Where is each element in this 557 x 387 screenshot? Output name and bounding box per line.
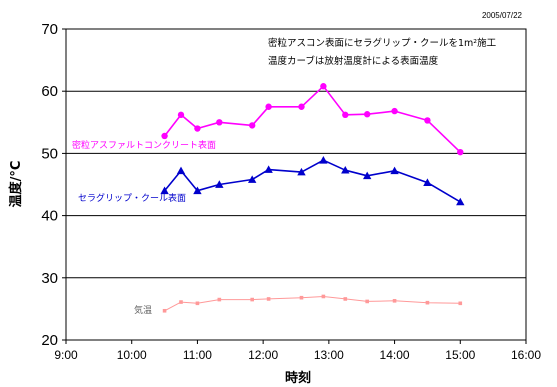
y-axis-title: 温度/°C — [8, 161, 24, 208]
x-tick-label: 11:00 — [183, 348, 212, 362]
series-1 — [160, 156, 465, 206]
data-point — [193, 186, 202, 195]
data-point — [195, 301, 200, 306]
data-point — [247, 175, 257, 183]
data-point — [250, 297, 254, 302]
data-point — [176, 166, 186, 175]
data-point — [194, 125, 201, 132]
gridlines — [66, 90, 526, 279]
y-tick-label: 70 — [41, 21, 58, 38]
data-point — [363, 111, 371, 118]
data-point — [390, 166, 399, 175]
data-point — [341, 165, 350, 174]
data-point — [343, 297, 348, 301]
data-point — [319, 156, 328, 164]
data-point — [264, 165, 273, 173]
chart-note-1: 密粒アスコン表面にセラグリップ・クールを1m²施工 — [268, 37, 497, 49]
data-point — [160, 186, 169, 195]
y-tick-label: 20 — [41, 332, 58, 349]
data-point — [362, 171, 372, 180]
data-point — [425, 300, 430, 305]
data-point — [248, 122, 256, 129]
data-point — [320, 83, 327, 90]
plot-area — [65, 28, 527, 341]
data-point — [424, 117, 431, 124]
data-point — [217, 297, 222, 302]
series-0 — [161, 83, 464, 156]
data-point — [342, 111, 349, 119]
data-point — [458, 301, 463, 306]
chart-date: 2005/07/22 — [482, 11, 523, 20]
data-point — [457, 148, 464, 156]
x-tick-label: 15:00 — [445, 348, 475, 362]
data-point — [392, 299, 397, 303]
x-tick-label: 14:00 — [380, 348, 410, 362]
data-point — [456, 197, 465, 206]
series-group — [160, 83, 465, 313]
y-tick-label: 50 — [41, 145, 58, 162]
x-tick-label: 12:00 — [248, 348, 278, 362]
series-2 — [162, 294, 463, 313]
data-point — [215, 180, 224, 188]
y-tick-label: 60 — [41, 83, 58, 100]
x-axis-ticks: 9:00 10:00 11:00 12:00 13:00 14:00 15:00 16:00 — [54, 340, 541, 362]
x-tick-label: 9:00 — [54, 348, 78, 362]
series-label-asphalt: 密粒アスファルトコンクリート表面 — [72, 139, 216, 151]
data-point — [321, 294, 326, 299]
x-tick-label: 16:00 — [511, 348, 541, 362]
data-point — [177, 111, 185, 119]
data-point — [298, 103, 305, 110]
y-axis-ticks: 20 30 40 50 60 70 — [41, 21, 66, 349]
x-tick-label: 13:00 — [314, 348, 344, 362]
x-tick-label: 10:00 — [117, 348, 147, 362]
series-label-ceragrip: セラグリップ・クール表面 — [78, 192, 186, 204]
data-point — [297, 167, 306, 176]
series-label-air-temp: 気温 — [134, 304, 152, 316]
data-point — [423, 178, 432, 186]
data-point — [299, 295, 304, 300]
y-tick-label: 40 — [41, 208, 58, 225]
data-point — [265, 103, 272, 110]
data-point — [162, 308, 167, 313]
x-axis-title: 時刻 — [285, 370, 311, 386]
chart-note-2: 温度カーブは放射温度計による表面温度 — [268, 55, 439, 67]
y-tick-label: 30 — [41, 270, 58, 287]
data-point — [179, 300, 183, 304]
data-point — [161, 132, 168, 140]
data-point — [365, 299, 369, 304]
data-point — [391, 107, 398, 115]
data-point — [216, 119, 223, 126]
data-point — [266, 297, 271, 301]
